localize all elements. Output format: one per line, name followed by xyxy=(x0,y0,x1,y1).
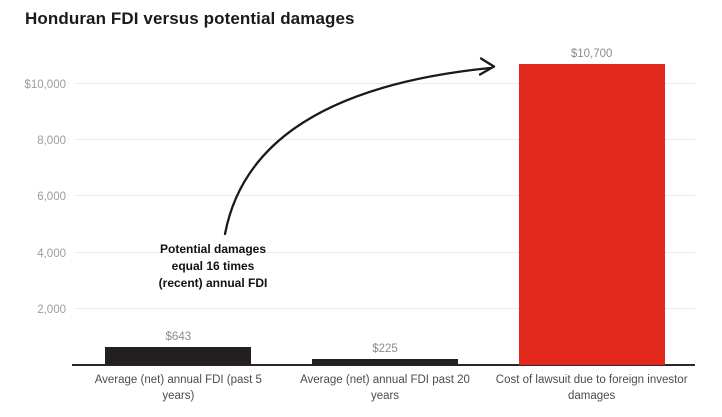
bar-value-label: $10,700 xyxy=(570,48,613,61)
y-tick-label: 6,000 xyxy=(37,191,66,204)
bar-3 xyxy=(518,64,665,365)
annotation-text: Potential damages equal 16 times (recent… xyxy=(130,241,296,292)
gridline xyxy=(75,251,695,253)
bar-2 xyxy=(312,358,458,365)
category-label: Average (net) annual FDI (past 5 years) xyxy=(94,374,262,402)
bar-1 xyxy=(105,346,252,365)
y-tick-label: 2,000 xyxy=(37,303,66,316)
annotation-line-2: equal 16 times xyxy=(171,259,255,274)
y-tick-label: 4,000 xyxy=(37,247,66,260)
plot-area: 2,000 4,000 6,000 8,000 $10,000 $643 Average (… xyxy=(24,48,695,402)
annotation-line-1: Potential damages xyxy=(159,242,267,256)
annotation-line-3: (recent) annual FDI xyxy=(158,276,268,291)
x-axis-baseline xyxy=(72,364,695,366)
bar-value-label: $643 xyxy=(165,330,192,343)
y-tick-label: $10,000 xyxy=(24,78,66,91)
gridline xyxy=(75,307,695,309)
bar-value-label: $225 xyxy=(372,342,398,355)
category-label: Average (net) annual FDI past 20 years xyxy=(300,374,470,402)
y-tick-label: 8,000 xyxy=(37,135,66,148)
chart-title: Honduran FDI versus potential damages xyxy=(25,9,355,28)
category-label: Cost of lawsuit due to foreign investor … xyxy=(495,374,688,402)
